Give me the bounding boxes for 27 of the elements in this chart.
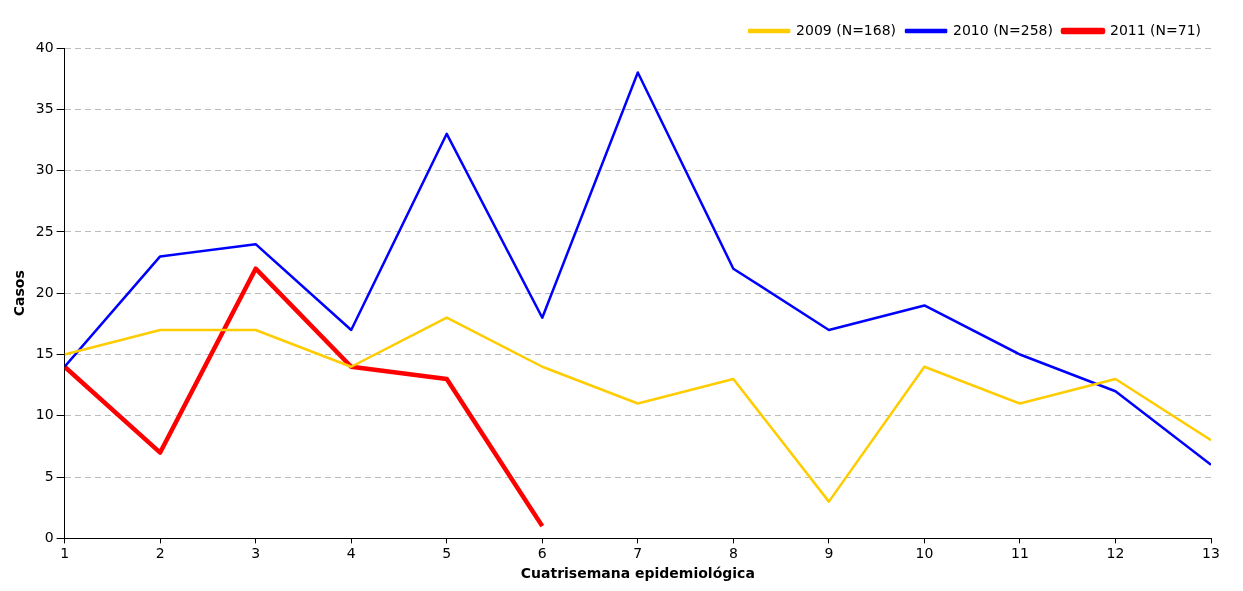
x-tick-label: 10 — [915, 545, 934, 562]
y-tick-label: 15 — [35, 345, 54, 362]
x-tick-label: 8 — [728, 545, 738, 562]
x-tick-label: 13 — [1202, 545, 1220, 562]
y-tick-label: 40 — [35, 38, 54, 55]
y-tick-label: 20 — [35, 283, 54, 300]
x-tick-label: 11 — [1011, 545, 1029, 562]
x-tick-label: 2 — [155, 545, 165, 562]
y-tick-label: 30 — [35, 161, 54, 178]
legend-label: 2010 (N=258) — [953, 21, 1053, 38]
y-axis-title: Casos — [11, 270, 28, 317]
x-axis-title: Cuatrisemana epidemiológica — [520, 565, 755, 582]
x-tick-label: 9 — [824, 545, 834, 562]
x-tick-label: 4 — [346, 545, 356, 562]
y-tick-label: 35 — [35, 99, 54, 116]
x-tick-label: 1 — [60, 545, 70, 562]
y-tick-label: 5 — [44, 467, 54, 484]
x-tick-label: 5 — [442, 545, 452, 562]
x-tick-label: 12 — [1106, 545, 1125, 562]
legend-label: 2009 (N=168) — [796, 21, 897, 38]
y-tick-label: 0 — [44, 529, 54, 546]
y-tick-label: 25 — [35, 222, 54, 239]
legend-label: 2011 (N=71) — [1109, 21, 1202, 38]
y-tick-label: 10 — [35, 406, 54, 423]
x-tick-label: 3 — [251, 545, 261, 562]
x-tick-label: 6 — [537, 545, 547, 562]
x-tick-label: 7 — [633, 545, 643, 562]
